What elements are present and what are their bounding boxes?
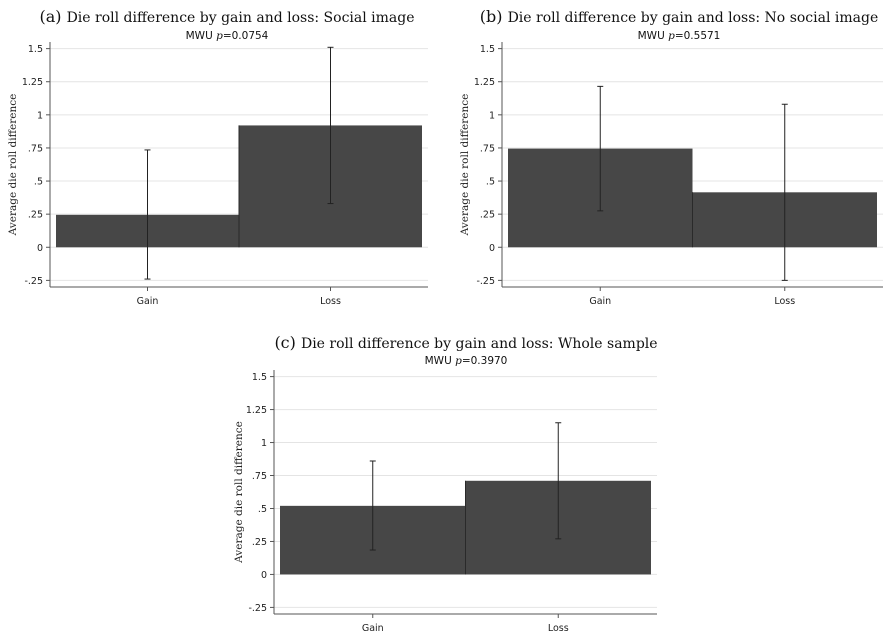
y-tick-label: .25 bbox=[480, 210, 495, 221]
x-tick-label-gain: Gain bbox=[137, 296, 159, 307]
chart-panel-label: (c) bbox=[274, 333, 301, 352]
y-tick-label: 0 bbox=[261, 570, 267, 581]
subtitle-prefix: MWU bbox=[425, 355, 455, 367]
chart-c-svg: (c) Die roll difference by gain and loss… bbox=[233, 333, 658, 634]
chart-title: (a) Die roll difference by gain and loss… bbox=[39, 7, 414, 26]
subtitle-value: =0.5571 bbox=[675, 30, 721, 42]
x-tick-label-loss: Loss bbox=[774, 296, 795, 307]
x-tick-label-gain: Gain bbox=[589, 296, 611, 307]
x-tick-label-loss: Loss bbox=[320, 296, 341, 307]
subtitle-value: =0.3970 bbox=[462, 355, 508, 367]
chart-subtitle: MWU p=0.0754 bbox=[186, 30, 269, 42]
y-tick-label: 1.25 bbox=[22, 77, 43, 88]
y-tick-label: .25 bbox=[252, 537, 267, 548]
y-tick-label: 1.25 bbox=[246, 405, 267, 416]
y-tick-label: 1 bbox=[261, 438, 267, 449]
x-tick-label-gain: Gain bbox=[362, 623, 384, 634]
y-tick-label: 1 bbox=[37, 110, 43, 121]
y-tick-label: .75 bbox=[252, 471, 267, 482]
y-tick-label: 1.25 bbox=[474, 77, 495, 88]
y-tick-label: 0 bbox=[37, 243, 43, 254]
subtitle-stat: p bbox=[216, 30, 223, 42]
subtitle-value: =0.0754 bbox=[223, 30, 269, 42]
subtitle-prefix: MWU bbox=[638, 30, 668, 42]
chart-panel-label: (a) bbox=[39, 7, 66, 26]
y-tick-label: 1.5 bbox=[28, 44, 43, 55]
y-tick-label: -.25 bbox=[248, 603, 267, 614]
chart-title: (c) Die roll difference by gain and loss… bbox=[274, 333, 657, 352]
y-axis-label: Average die roll difference bbox=[233, 421, 245, 564]
y-tick-label: .5 bbox=[34, 177, 43, 188]
chart-title-text: Die roll difference by gain and loss: So… bbox=[67, 10, 415, 26]
x-tick-label-loss: Loss bbox=[548, 623, 569, 634]
subtitle-stat: p bbox=[455, 355, 462, 367]
y-tick-label: .75 bbox=[480, 143, 495, 154]
y-axis-label: Average die roll difference bbox=[7, 94, 19, 237]
chart-title-text: Die roll difference by gain and loss: No… bbox=[508, 10, 879, 26]
chart-title-text: Die roll difference by gain and loss: Wh… bbox=[301, 336, 658, 352]
y-tick-label: .75 bbox=[28, 143, 43, 154]
chart-b-svg: (b) Die roll difference by gain and loss… bbox=[459, 7, 883, 307]
y-tick-label: -.25 bbox=[476, 276, 495, 287]
chart-a-svg: (a) Die roll difference by gain and loss… bbox=[7, 7, 428, 307]
y-tick-label: 0 bbox=[489, 243, 495, 254]
chart-panel-b: (b) Die roll difference by gain and loss… bbox=[452, 0, 896, 318]
y-tick-label: .5 bbox=[486, 177, 495, 188]
chart-subtitle: MWU p=0.5571 bbox=[638, 30, 721, 42]
y-tick-label: -.25 bbox=[24, 276, 43, 287]
chart-panel-c: (c) Die roll difference by gain and loss… bbox=[226, 326, 670, 635]
chart-title: (b) Die roll difference by gain and loss… bbox=[480, 7, 879, 26]
y-tick-label: 1.5 bbox=[480, 44, 495, 55]
subtitle-stat: p bbox=[668, 30, 675, 42]
y-tick-label: .5 bbox=[258, 504, 267, 515]
chart-subtitle: MWU p=0.3970 bbox=[425, 355, 508, 367]
chart-panel-label: (b) bbox=[480, 7, 508, 26]
y-tick-label: 1 bbox=[489, 110, 495, 121]
y-tick-label: 1.5 bbox=[252, 372, 267, 383]
chart-panel-a: (a) Die roll difference by gain and loss… bbox=[0, 0, 440, 318]
subtitle-prefix: MWU bbox=[186, 30, 216, 42]
y-tick-label: .25 bbox=[28, 210, 43, 221]
y-axis-label: Average die roll difference bbox=[459, 94, 471, 237]
